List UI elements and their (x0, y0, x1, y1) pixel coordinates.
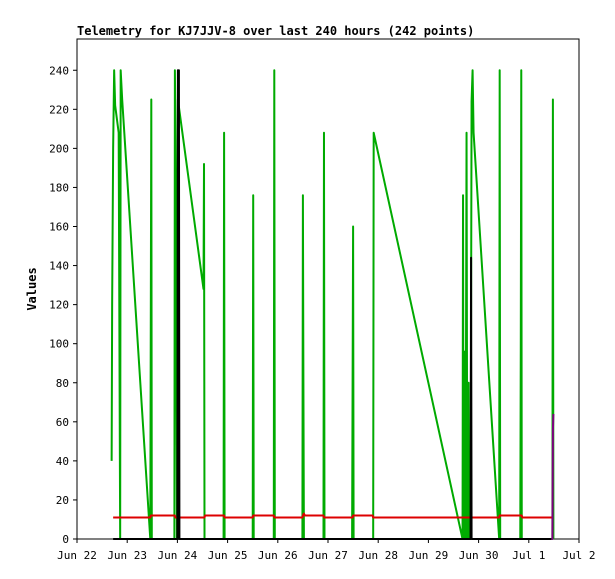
series-line-2 (113, 69, 552, 540)
series-layer (110, 69, 555, 540)
chart-title: Telemetry for KJ7JJV-8 over last 240 hou… (77, 24, 474, 38)
y-tick-label: 0 (62, 533, 69, 546)
x-tick-label: Jun 27 (308, 549, 348, 562)
y-tick-label: 60 (56, 416, 69, 429)
y-tick-label: 20 (56, 494, 69, 507)
x-tick-label: Jun 30 (459, 549, 499, 562)
x-tick-label: Jun 25 (208, 549, 248, 562)
y-tick-label: 220 (49, 103, 69, 116)
x-tick-label: Jun 26 (258, 549, 298, 562)
y-tick-label: 140 (49, 260, 69, 273)
y-tick-label: 80 (56, 377, 69, 390)
x-tick-label: Jun 23 (107, 549, 147, 562)
series-line-3 (551, 413, 555, 540)
y-tick-label: 40 (56, 455, 69, 468)
x-tick-label: Jun 24 (158, 549, 198, 562)
y-tick-label: 180 (49, 181, 69, 194)
y-axis: 0 20 40 60 80 100 120 140 160 180 200 220 240 (49, 64, 77, 546)
x-axis: Jun 22 Jun 23 Jun 24 Jun 25 Jun 26 Jun 27 Jun … (57, 539, 596, 562)
x-tick-label: Jul 2 (562, 549, 595, 562)
x-tick-label: Jul 1 (512, 549, 545, 562)
y-axis-label: Values (25, 267, 39, 310)
y-tick-label: 240 (49, 64, 69, 77)
y-tick-label: 200 (49, 142, 69, 155)
y-tick-label: 160 (49, 221, 69, 234)
y-tick-label: 120 (49, 299, 69, 312)
x-tick-label: Jun 29 (409, 549, 449, 562)
series-line-1 (113, 512, 554, 519)
x-tick-label: Jun 28 (358, 549, 398, 562)
x-tick-label: Jun 22 (57, 549, 97, 562)
y-tick-label: 100 (49, 338, 69, 351)
